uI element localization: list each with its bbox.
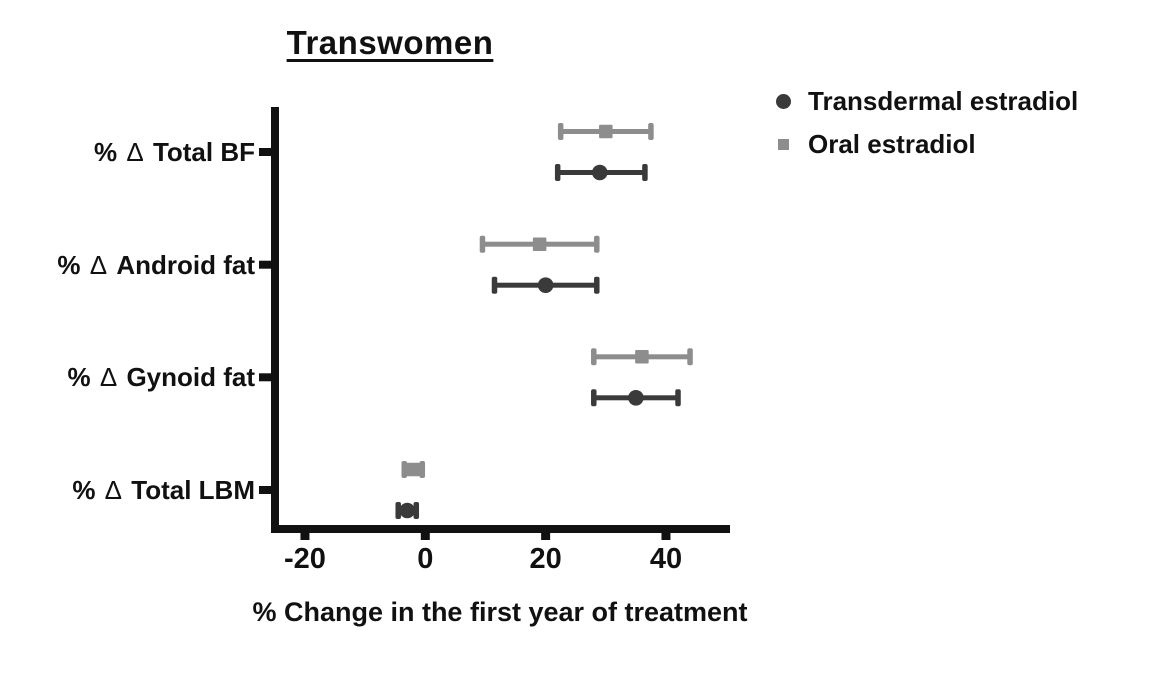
axes [259, 107, 730, 540]
y-axis-tick [259, 486, 271, 494]
data-point-circle [537, 277, 554, 294]
category-label: % Δ Total BF [94, 137, 255, 167]
delta-symbol: Δ [99, 362, 118, 393]
legend-square-swatch [777, 139, 789, 150]
y-axis-tick [259, 373, 271, 382]
chart-title: Transwomen [286, 24, 494, 61]
category-label: % Δ Gynoid fat [67, 362, 256, 393]
error-bar-cap-left [591, 348, 597, 366]
error-bar [554, 164, 648, 181]
x-tick-label: 20 [529, 543, 562, 575]
x-tick-label: 0 [417, 543, 434, 575]
error-bar-cap-right [594, 235, 600, 253]
data-point-square [406, 462, 421, 477]
x-axis-tick [300, 533, 310, 540]
legend-item: Transdermal estradiol [772, 80, 1078, 123]
x-axis-title: % Change in the first year of treatment [252, 597, 748, 627]
data-point-circle [591, 164, 608, 181]
error-bar-cap-left [591, 389, 597, 407]
error-bar [401, 461, 426, 478]
error-bar-cap-right [648, 123, 654, 140]
error-bar-cap-left [554, 164, 561, 181]
data-point-circle [399, 502, 416, 519]
square-marker-icon [772, 139, 794, 150]
y-axis-tick [259, 148, 271, 156]
legend-item: Oral estradiol [772, 123, 1078, 166]
category-label: % Δ Android fat [57, 249, 255, 280]
delta-symbol: Δ [89, 249, 108, 280]
error-bar-cap-left [395, 502, 401, 519]
error-bar-cap-right [419, 461, 426, 478]
category-label: % Δ Total LBM [72, 475, 255, 505]
delta-symbol: Δ [104, 475, 123, 505]
y-axis-line [271, 107, 279, 533]
x-tick-label: -20 [283, 543, 326, 575]
error-bar-cap-right [594, 276, 600, 294]
error-bar [591, 389, 681, 407]
error-bar-cap-left [401, 461, 407, 478]
error-bar-cap-right [687, 348, 693, 366]
delta-symbol: Δ [126, 137, 144, 167]
data-point-circle [628, 390, 644, 406]
x-axis-line [271, 525, 730, 533]
x-axis-tick [661, 533, 671, 540]
error-bar [395, 502, 420, 519]
error-bar [557, 123, 654, 140]
legend-circle-swatch [775, 94, 791, 109]
error-bar [591, 348, 693, 366]
legend-label: Transdermal estradiol [808, 86, 1079, 116]
x-tick-label: 40 [649, 543, 683, 575]
error-bar-cap-left [491, 276, 498, 294]
data-point-square [599, 124, 613, 139]
error-bar-cap-right [642, 164, 648, 181]
error-bar-cap-left [479, 235, 486, 253]
data-point-square [635, 350, 649, 364]
error-bar [479, 235, 600, 253]
legend: Transdermal estradiol Oral estradiol [772, 80, 1078, 166]
circle-marker-icon [772, 94, 794, 109]
x-axis-tick [420, 533, 430, 540]
error-bar [491, 276, 600, 294]
x-axis-tick [541, 533, 551, 540]
error-bar-cap-left [557, 123, 564, 140]
error-bar-cap-right [413, 502, 420, 519]
y-axis-tick [259, 260, 271, 269]
series-circle [395, 164, 681, 519]
series-square [401, 123, 693, 478]
legend-label: Oral estradiol [808, 129, 976, 159]
data-point-square [532, 237, 547, 251]
error-bar-cap-right [675, 389, 681, 407]
